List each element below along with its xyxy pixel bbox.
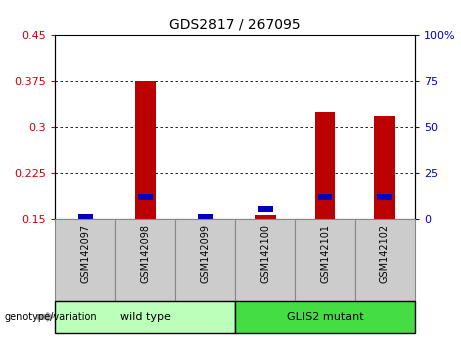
Bar (318, 194, 332, 200)
Text: GSM142099: GSM142099 (200, 224, 210, 282)
Bar (314, 112, 336, 219)
Bar (55, 219, 115, 301)
Bar (235, 219, 295, 301)
Text: GSM142101: GSM142101 (320, 224, 330, 282)
Bar (258, 206, 272, 211)
Text: genotype/variation: genotype/variation (5, 312, 97, 322)
Bar (235, 301, 415, 333)
Text: GLIS2 mutant: GLIS2 mutant (287, 312, 363, 322)
Bar (115, 219, 175, 301)
Bar (378, 194, 392, 200)
Bar (175, 219, 235, 301)
Bar (138, 194, 153, 200)
Bar (295, 219, 355, 301)
Title: GDS2817 / 267095: GDS2817 / 267095 (169, 17, 301, 32)
Bar (374, 116, 396, 219)
Text: GSM142098: GSM142098 (140, 224, 150, 282)
Bar (55, 301, 235, 333)
Text: GSM142100: GSM142100 (260, 224, 270, 282)
Bar (198, 214, 213, 219)
Bar (355, 219, 415, 301)
Bar (135, 81, 156, 219)
Text: GSM142102: GSM142102 (380, 224, 390, 283)
Bar (254, 215, 276, 219)
Text: GSM142097: GSM142097 (80, 224, 90, 283)
Bar (78, 214, 93, 219)
Text: wild type: wild type (120, 312, 171, 322)
